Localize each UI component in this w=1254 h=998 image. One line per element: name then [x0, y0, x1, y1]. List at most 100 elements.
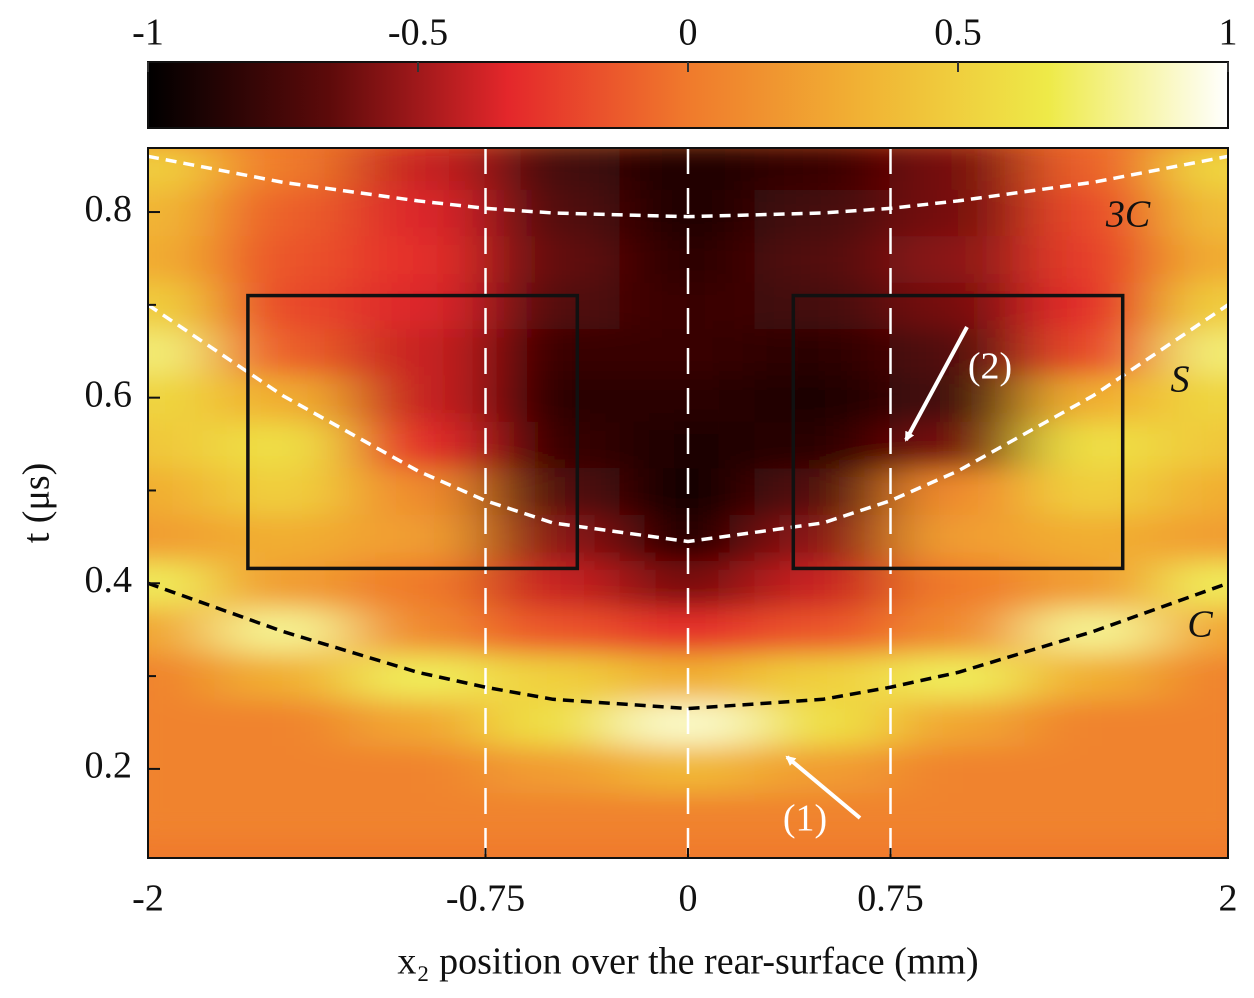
heat-cell [484, 148, 622, 190]
heat-cell [1159, 698, 1228, 747]
annotation: (2) [968, 346, 1012, 388]
heat-cell [889, 187, 1027, 237]
heat-cell [754, 466, 892, 515]
heat-cell [1159, 744, 1228, 794]
heat-cell [214, 512, 352, 562]
heat-cell [754, 419, 892, 469]
heat-cell [889, 280, 1027, 330]
annotation: (1) [783, 798, 827, 840]
colorbar-tick-label: 1 [1219, 12, 1238, 54]
heat-cell [1024, 559, 1162, 608]
heat-cell [889, 234, 1027, 283]
heat-cell [349, 373, 487, 422]
heat-cell [1024, 327, 1162, 376]
heat-cell [889, 605, 1027, 654]
x-tick-label: 0 [679, 878, 698, 920]
heat-cell [1024, 187, 1162, 237]
heat-cell [754, 512, 892, 562]
heat-cell [349, 698, 487, 747]
heat-cell [1024, 651, 1162, 701]
heat-cell [889, 466, 1027, 515]
heat-cell [148, 234, 217, 283]
heat-cell [349, 744, 487, 794]
heat-cell [889, 559, 1027, 608]
colorbar-tick-label: -0.5 [388, 12, 448, 54]
heat-cell [148, 605, 217, 654]
heat-cell [889, 148, 1027, 190]
curve [148, 303, 1228, 544]
overlay [148, 148, 1228, 858]
colorbar-tick-label: 0 [679, 12, 698, 54]
heat-cell [754, 651, 892, 701]
heat-cell [1024, 280, 1162, 330]
x-tick-label: 0.75 [857, 878, 924, 920]
heat-cell [1159, 187, 1228, 237]
heat-cell [148, 466, 217, 515]
y-tick-label: 0.2 [85, 745, 133, 787]
heat-cell [889, 327, 1027, 376]
heat-cell [214, 280, 352, 330]
heat-cell [484, 559, 622, 608]
heat-cell [889, 512, 1027, 562]
heat-cell [754, 187, 892, 237]
x-axis-label: x₂ position over the rear-surface (mm) [397, 941, 978, 983]
heat-cell [349, 512, 487, 562]
heat-cell [754, 605, 892, 654]
heat-cell [349, 280, 487, 330]
x-tick-label: 2 [1219, 878, 1238, 920]
heat-cell [754, 559, 892, 608]
heat-cell [214, 466, 352, 515]
heat-cell [484, 698, 622, 747]
heat-cell [148, 327, 217, 376]
heat-cell [214, 698, 352, 747]
x-tick-label: -0.75 [446, 878, 525, 920]
heat-cell [1024, 698, 1162, 747]
heat-cell [1159, 419, 1228, 469]
heatmap [148, 148, 1228, 858]
heat-cell [484, 187, 622, 237]
curve [148, 154, 1228, 219]
heat-cell [148, 280, 217, 330]
heat-cell [214, 744, 352, 794]
heat-cell [484, 651, 622, 701]
heat-cell [1024, 419, 1162, 469]
colorbar-tick-label: -1 [132, 12, 164, 54]
heat-cell [889, 744, 1027, 794]
heat-cell [1159, 234, 1228, 283]
heat-cell [1024, 148, 1162, 190]
heat-cell [484, 605, 622, 654]
y-tick-label: 0.4 [85, 559, 133, 601]
heat-cell [484, 512, 622, 562]
heat-cell [1159, 280, 1228, 330]
heat-cell [484, 280, 622, 330]
y-tick-label: 0.6 [85, 373, 133, 415]
heat-cell [754, 234, 892, 283]
heat-cell [349, 791, 487, 840]
heat-cell [754, 327, 892, 376]
heat-cell [214, 559, 352, 608]
heat-cell [214, 148, 352, 190]
arrow [785, 755, 862, 820]
heat-cell [214, 234, 352, 283]
heatmap-cells [148, 148, 1228, 840]
heat-cell [484, 327, 622, 376]
heat-cell [148, 419, 217, 469]
heat-cell [148, 512, 217, 562]
y-tick-label: 0.8 [85, 188, 133, 230]
arrow [904, 326, 969, 442]
heat-cell [1159, 651, 1228, 701]
heat-cell [1159, 605, 1228, 654]
heat-cell [1159, 466, 1228, 515]
heat-cell [214, 791, 352, 840]
heat-cell [484, 419, 622, 469]
heat-cell [889, 651, 1027, 701]
heat-cell [148, 698, 217, 747]
heat-cell [1159, 327, 1228, 376]
heat-cell [484, 466, 622, 515]
curve [148, 581, 1228, 711]
y-axis-label: t (μs) [16, 463, 58, 544]
heat-cell [214, 327, 352, 376]
curve-label: 3C [1105, 194, 1151, 236]
heat-cell [889, 791, 1027, 840]
